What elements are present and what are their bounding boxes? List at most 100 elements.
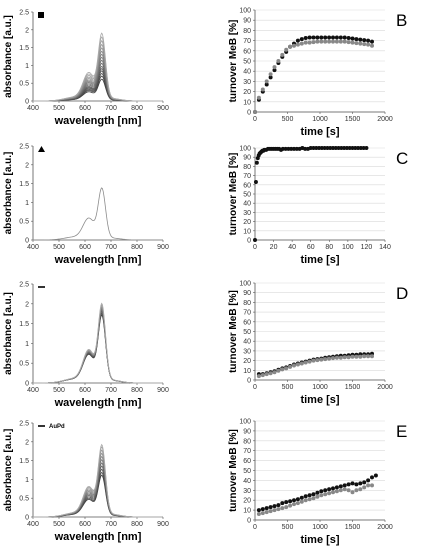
x-tick-label-4: 2000 xyxy=(377,524,393,531)
y-tick-label-3: 30 xyxy=(243,348,251,355)
x-tick-label-6: 120 xyxy=(361,244,373,251)
x-tick-label-2: 600 xyxy=(79,105,91,112)
x-tick-label-2: 600 xyxy=(79,387,91,394)
x-tick-label-3: 700 xyxy=(105,244,117,251)
data-point-s1-23 xyxy=(346,355,351,360)
data-point-s1-0 xyxy=(253,110,257,114)
data-point-s1-7 xyxy=(284,505,289,510)
data-point-s0-25 xyxy=(294,146,299,151)
y-tick-label-5: 50 xyxy=(243,329,251,336)
spectrum-plot-e: 400 500 600 700 800 900 0 0.5 1 1.5 2 2.5 wavelength… xyxy=(3,421,169,544)
y-tick-label-9: 90 xyxy=(243,428,251,435)
data-point-s1-30 xyxy=(370,43,374,48)
data-point-s0-41 xyxy=(339,146,344,150)
data-point-s0-14 xyxy=(307,35,312,40)
y-tick-label-6: 60 xyxy=(243,48,251,55)
data-point-s1-19 xyxy=(331,356,335,361)
data-point-s0-30 xyxy=(370,39,374,44)
x-axis-label: wavelength [nm] xyxy=(54,397,142,409)
data-point-s0-0 xyxy=(253,238,257,242)
data-point-s0-4 xyxy=(272,504,277,509)
data-point-s1-3 xyxy=(268,509,273,514)
data-point-s0-20 xyxy=(280,146,285,151)
y-axis-label: absorbance [a.u.] xyxy=(3,15,14,98)
panel-label: B xyxy=(396,11,407,30)
data-point-s1-26 xyxy=(358,354,363,359)
y-tick-label-0: 0 xyxy=(25,99,29,106)
x-tick-label-0: 400 xyxy=(27,244,39,251)
data-point-s0-12 xyxy=(303,494,308,499)
data-point-s1-0 xyxy=(256,374,261,379)
data-point-s0-16 xyxy=(319,489,324,494)
legend-label: AuPd xyxy=(49,424,65,430)
y-tick-label-4: 40 xyxy=(243,201,251,208)
y-tick-label-1: 10 xyxy=(243,228,251,235)
data-point-s0-25 xyxy=(350,36,355,41)
data-point-s0-34 xyxy=(319,146,324,150)
data-point-s1-28 xyxy=(362,42,367,47)
data-point-s1-21 xyxy=(338,355,343,360)
data-point-s0-19 xyxy=(327,35,332,40)
spectrum-line-0 xyxy=(33,314,163,384)
x-tick-label-0: 0 xyxy=(253,524,257,531)
x-tick-label-0: 0 xyxy=(253,244,257,251)
x-tick-label-2: 1000 xyxy=(312,384,328,391)
data-point-s0-40 xyxy=(336,146,341,150)
y-tick-label-4: 2 xyxy=(25,162,29,169)
data-point-s1-11 xyxy=(299,499,304,504)
x-tick-label-4: 800 xyxy=(131,105,143,112)
x-axis-label: wavelength [nm] xyxy=(54,531,142,543)
data-point-s0-45 xyxy=(350,146,355,150)
y-axis-label: absorbance [a.u.] xyxy=(3,292,14,375)
x-tick-label-0: 0 xyxy=(253,116,257,123)
data-point-s0-4 xyxy=(268,75,273,80)
x-tick-label-5: 100 xyxy=(342,244,354,251)
data-point-s0-9 xyxy=(292,498,296,503)
y-tick-label-0: 0 xyxy=(247,238,251,245)
data-point-s1-26 xyxy=(358,487,363,492)
data-point-s1-9 xyxy=(288,44,293,49)
data-point-s0-36 xyxy=(325,146,330,150)
data-point-s0-48 xyxy=(358,146,363,150)
spectrum-plot-b: 400 500 600 700 800 900 0 0.5 1 1.5 2 2.5 wavelength… xyxy=(3,10,169,128)
y-tick-label-5: 50 xyxy=(243,192,251,199)
data-point-s0-21 xyxy=(334,35,339,40)
data-point-s0-49 xyxy=(361,146,366,150)
data-point-s0-30 xyxy=(373,473,378,478)
x-tick-label-1: 500 xyxy=(53,244,65,251)
data-point-s1-18 xyxy=(323,39,328,44)
data-point-s1-28 xyxy=(366,483,371,488)
data-point-s0-8 xyxy=(288,499,293,504)
y-tick-label-0: 0 xyxy=(247,378,251,385)
y-tick-label-1: 0.5 xyxy=(19,219,29,226)
data-point-s1-25 xyxy=(354,488,359,493)
x-tick-label-3: 1500 xyxy=(345,116,361,123)
data-point-s1-13 xyxy=(303,40,308,45)
data-point-s1-27 xyxy=(362,354,367,359)
data-point-s0-18 xyxy=(327,487,332,492)
y-tick-label-5: 50 xyxy=(243,59,251,66)
turnover-plot-d: 0 500 1000 1500 2000 0 10 20 30 40 50 60 70 80 90 100 ti… xyxy=(228,281,408,407)
y-tick-label-2: 1 xyxy=(25,200,29,207)
y-tick-label-9: 90 xyxy=(243,155,251,162)
spectrum-plot-d: 400 500 600 700 800 900 0 0.5 1 1.5 2 2.5 wavelength… xyxy=(3,282,169,410)
y-tick-label-2: 1 xyxy=(25,477,29,484)
data-point-s1-20 xyxy=(331,39,335,44)
data-point-s0-22 xyxy=(342,483,347,488)
data-point-s1-24 xyxy=(350,354,355,359)
data-point-s1-1 xyxy=(256,95,261,100)
data-point-s0-11 xyxy=(299,495,304,500)
y-tick-label-3: 1.5 xyxy=(19,45,29,52)
data-point-s0-21 xyxy=(338,484,343,489)
y-tick-label-4: 40 xyxy=(243,478,251,485)
data-point-s1-17 xyxy=(323,492,328,497)
data-point-s0-15 xyxy=(315,490,320,495)
y-tick-label-3: 1.5 xyxy=(19,321,29,328)
spectrum-line-2 xyxy=(33,310,163,384)
data-point-s1-16 xyxy=(315,39,320,44)
y-tick-label-4: 40 xyxy=(243,69,251,76)
y-tick-label-0: 0 xyxy=(25,515,29,522)
spectrum-line-0 xyxy=(33,187,163,241)
data-point-s1-12 xyxy=(303,498,308,503)
x-tick-label-4: 80 xyxy=(325,244,333,251)
